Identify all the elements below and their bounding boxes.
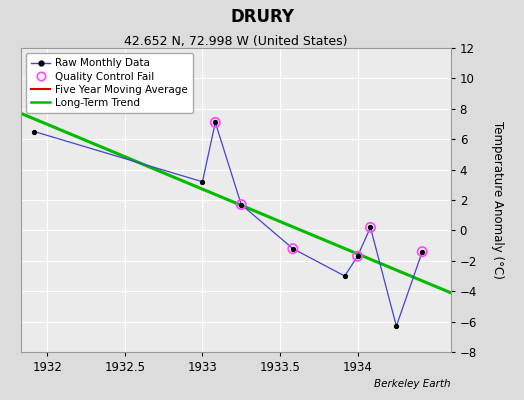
Text: DRURY: DRURY: [230, 8, 294, 26]
Y-axis label: Temperature Anomaly (°C): Temperature Anomaly (°C): [491, 121, 504, 279]
Point: [353, 253, 362, 260]
Point: [418, 248, 427, 255]
Legend: Raw Monthly Data, Quality Control Fail, Five Year Moving Average, Long-Term Tren: Raw Monthly Data, Quality Control Fail, …: [26, 53, 193, 113]
Point: [366, 224, 375, 230]
Text: Berkeley Earth: Berkeley Earth: [374, 379, 451, 389]
Title: 42.652 N, 72.998 W (United States): 42.652 N, 72.998 W (United States): [124, 35, 347, 48]
Point: [289, 246, 297, 252]
Point: [237, 201, 245, 208]
Point: [211, 119, 220, 126]
